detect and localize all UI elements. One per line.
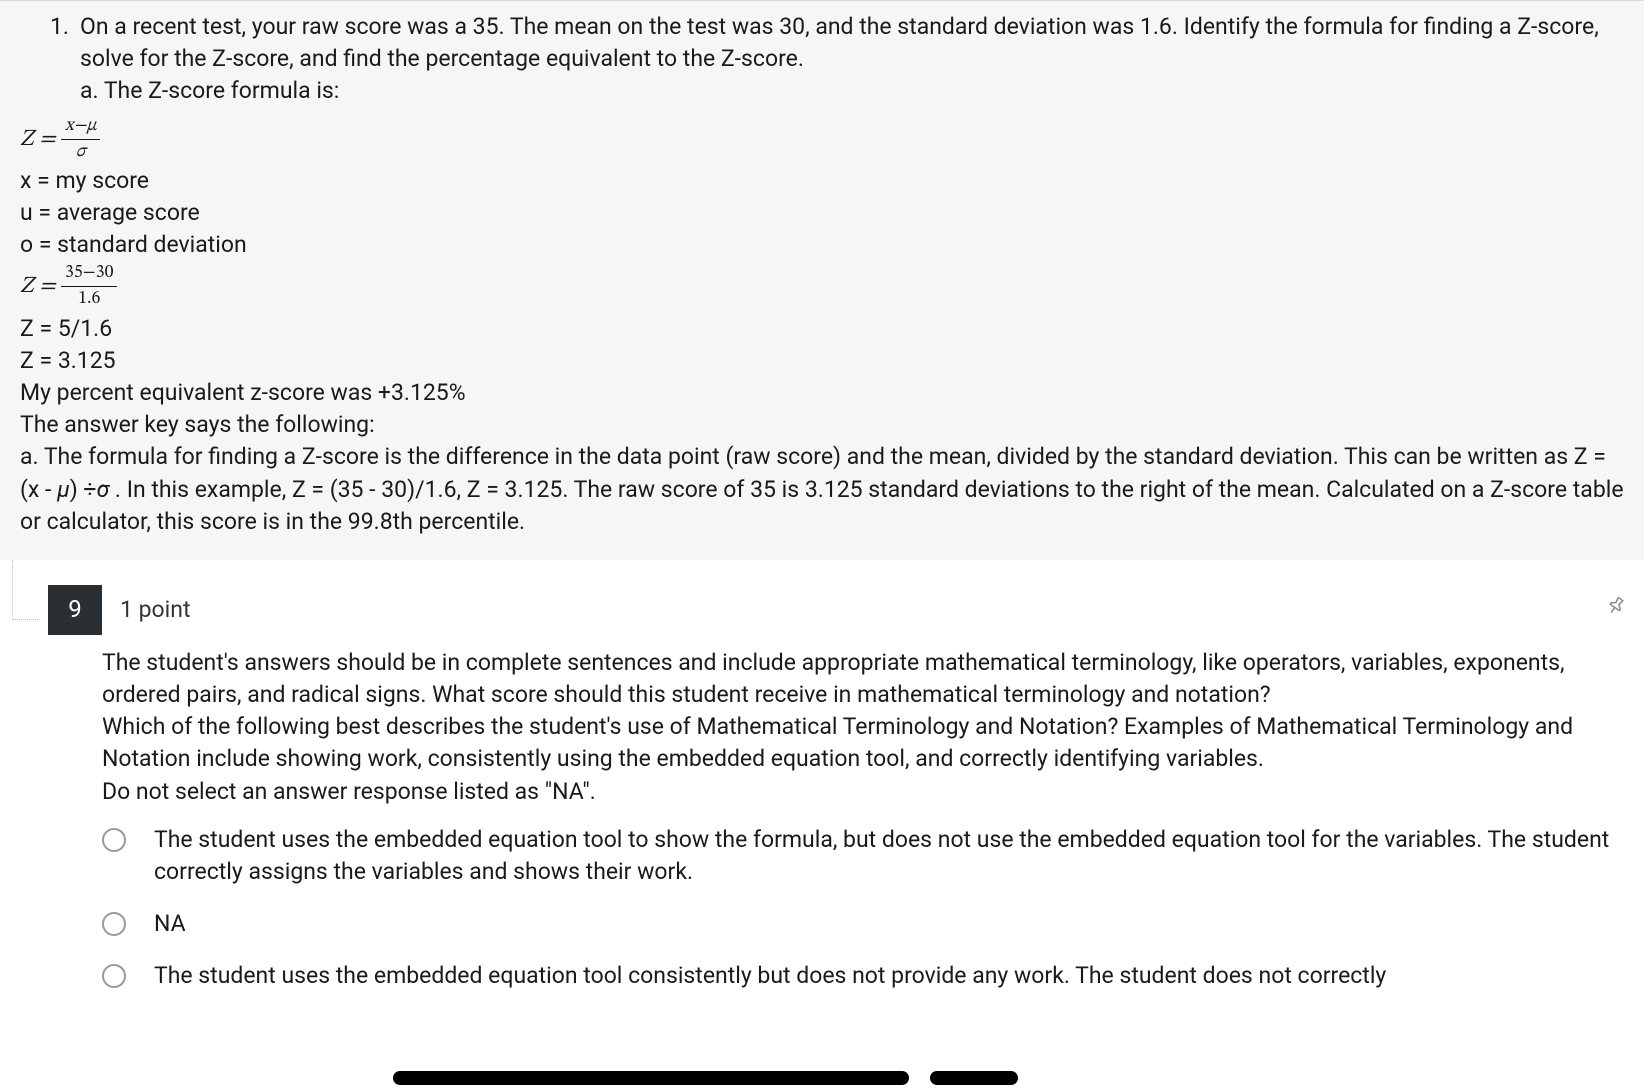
u-definition: u = average score: [20, 197, 1624, 229]
answer-options: The student uses the embedded equation t…: [102, 824, 1624, 993]
radio-icon[interactable]: [102, 912, 126, 936]
student-work: Z = x−μ σ x = my score u = average score…: [20, 114, 1624, 538]
z-formula: Z = x−μ σ: [20, 114, 1624, 165]
question-number: 1.: [50, 11, 69, 43]
rubric-points: 1 point: [120, 594, 190, 626]
z-result: My percent equivalent z-score was +3.125…: [20, 377, 1624, 409]
redaction-bar: [393, 1071, 909, 1085]
z-calc-1: Z = 35−30 1.6: [20, 261, 1624, 312]
option-2[interactable]: NA: [102, 908, 1624, 940]
option-3[interactable]: The student uses the embedded equation t…: [102, 960, 1624, 992]
option-3-label: The student uses the embedded equation t…: [154, 962, 1386, 989]
option-3-text: The student uses the embedded equation t…: [154, 960, 1624, 992]
rubric-prompt-2: Which of the following best describes th…: [102, 711, 1624, 775]
calc1-numerator: 35−30: [61, 261, 117, 287]
o-definition: o = standard deviation: [20, 229, 1624, 261]
formula-lhs: Z =: [20, 128, 56, 151]
calc1-lhs: Z =: [20, 275, 56, 298]
question-body: On a recent test, your raw score was a 3…: [80, 13, 1599, 72]
rubric-header: 9 1 point: [0, 585, 1644, 635]
question-text: 1. On a recent test, your raw score was …: [20, 11, 1624, 108]
rubric-prompt-3: Do not select an answer response listed …: [102, 776, 1624, 808]
formula-numerator: x−μ: [61, 114, 100, 140]
formula-denominator: σ: [61, 140, 100, 165]
x-definition: x = my score: [20, 165, 1624, 197]
student-answer-panel: 1. On a recent test, your raw score was …: [0, 0, 1644, 560]
z-calc-2: Z = 5/1.6: [20, 313, 1624, 345]
key-c: . In this example, Z = (35 - 30)/1.6, Z …: [20, 476, 1624, 535]
key-mu: μ: [57, 476, 70, 503]
rubric-question-panel: 9 1 point The student's answers should b…: [0, 560, 1644, 993]
rubric-prompt-1: The student's answers should be in compl…: [102, 647, 1624, 711]
option-2-text: NA: [154, 908, 1624, 940]
key-sigma: σ: [97, 476, 110, 503]
radio-icon[interactable]: [102, 828, 126, 852]
key-b: ) ÷: [70, 476, 97, 503]
pin-icon[interactable]: [1595, 591, 1631, 630]
redaction-bar: [930, 1071, 1018, 1085]
option-1[interactable]: The student uses the embedded equation t…: [102, 824, 1624, 888]
answer-key-intro: The answer key says the following:: [20, 409, 1624, 441]
rubric-body: The student's answers should be in compl…: [0, 647, 1644, 993]
option-1-text: The student uses the embedded equation t…: [154, 824, 1624, 888]
calc1-denominator: 1.6: [61, 287, 117, 312]
answer-key-text: a. The formula for finding a Z-score is …: [20, 441, 1624, 538]
question-sub-a: a. The Z-score formula is:: [80, 75, 1624, 107]
rubric-number-badge: 9: [48, 585, 102, 635]
radio-icon[interactable]: [102, 964, 126, 988]
z-calc-3: Z = 3.125: [20, 345, 1624, 377]
tree-connector: [12, 560, 40, 620]
